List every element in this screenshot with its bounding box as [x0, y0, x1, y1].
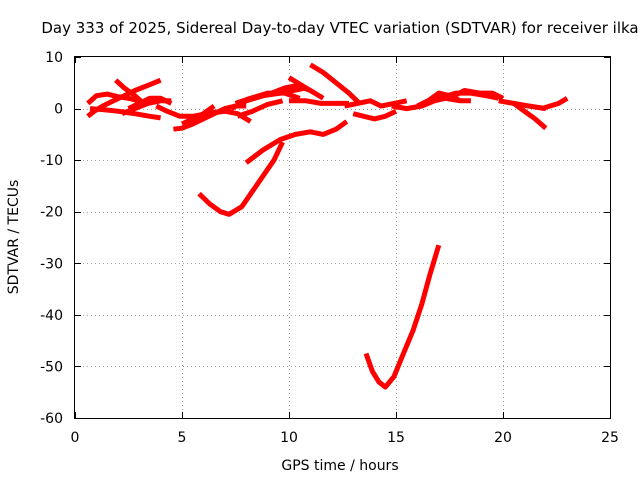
series-arc-16 — [289, 98, 349, 106]
x-tick-label: 0 — [71, 430, 80, 446]
series-arc-29 — [363, 244, 442, 390]
chart-title: Day 333 of 2025, Sidereal Day-to-day VTE… — [41, 19, 638, 37]
series-arc-12 — [234, 90, 301, 106]
series-group — [86, 62, 569, 390]
plot-frame — [74, 56, 611, 419]
series-arc-23 — [448, 88, 505, 101]
series-arc-13 — [236, 98, 284, 119]
series-arc-18 — [344, 98, 408, 109]
grid — [75, 57, 610, 418]
series-arc-19 — [352, 108, 398, 122]
series-arc-24 — [498, 98, 547, 112]
y-tick-label: 0 — [54, 102, 63, 118]
series-arc-27 — [244, 119, 349, 165]
y-tick-label: -30 — [40, 256, 63, 272]
series-arc-4 — [114, 78, 146, 106]
y-tick-label: -20 — [40, 205, 63, 221]
series-arc-6 — [121, 98, 172, 117]
x-axis-label: GPS time / hours — [281, 458, 398, 474]
x-tick-label: 20 — [494, 430, 512, 446]
series-arc-17 — [309, 62, 362, 106]
x-tick-label: 5 — [178, 430, 187, 446]
x-tick-label: 25 — [601, 430, 619, 446]
y-tick-label: -50 — [40, 359, 63, 375]
series-arc-2 — [86, 91, 140, 106]
y-tick-label: -60 — [40, 411, 63, 427]
series-arc-15 — [287, 75, 316, 96]
x-tick-label: 15 — [387, 430, 405, 446]
series-arc-25 — [512, 101, 548, 131]
x-tick-label: 10 — [280, 430, 298, 446]
series-arc-28 — [197, 141, 285, 217]
axis-ticks: 0 5 10 15 20 25 -60 -50 -40 -30 -20 -10 0 10 — [40, 50, 619, 446]
y-axis-label: SDTVAR / TECUs — [6, 180, 22, 295]
y-tick-label: 10 — [45, 50, 63, 66]
y-tick-label: -10 — [40, 153, 63, 169]
y-tick-label: -40 — [40, 308, 63, 324]
series-arc-26 — [540, 96, 569, 111]
